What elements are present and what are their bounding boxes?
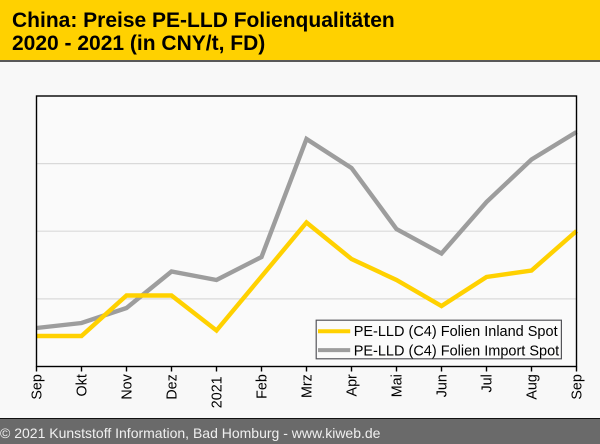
svg-text:Aug: Aug	[525, 374, 541, 399]
svg-text:PE-LLD (C4) Folien Import Spot: PE-LLD (C4) Folien Import Spot	[354, 344, 560, 360]
svg-text:Apr: Apr	[345, 374, 361, 396]
svg-text:Jul: Jul	[480, 374, 496, 392]
svg-text:Feb: Feb	[255, 374, 271, 399]
svg-text:Mai: Mai	[390, 374, 406, 397]
svg-text:Dez: Dez	[165, 374, 181, 399]
svg-text:Sep: Sep	[30, 374, 46, 399]
svg-text:Mrz: Mrz	[300, 374, 316, 398]
svg-text:Okt: Okt	[75, 374, 91, 396]
svg-text:PE-LLD (C4) Folien Inland Spot: PE-LLD (C4) Folien Inland Spot	[354, 324, 558, 340]
svg-text:Jun: Jun	[435, 374, 451, 397]
svg-text:2021: 2021	[210, 376, 226, 408]
svg-text:Sep: Sep	[570, 374, 586, 399]
svg-text:Nov: Nov	[120, 373, 136, 399]
